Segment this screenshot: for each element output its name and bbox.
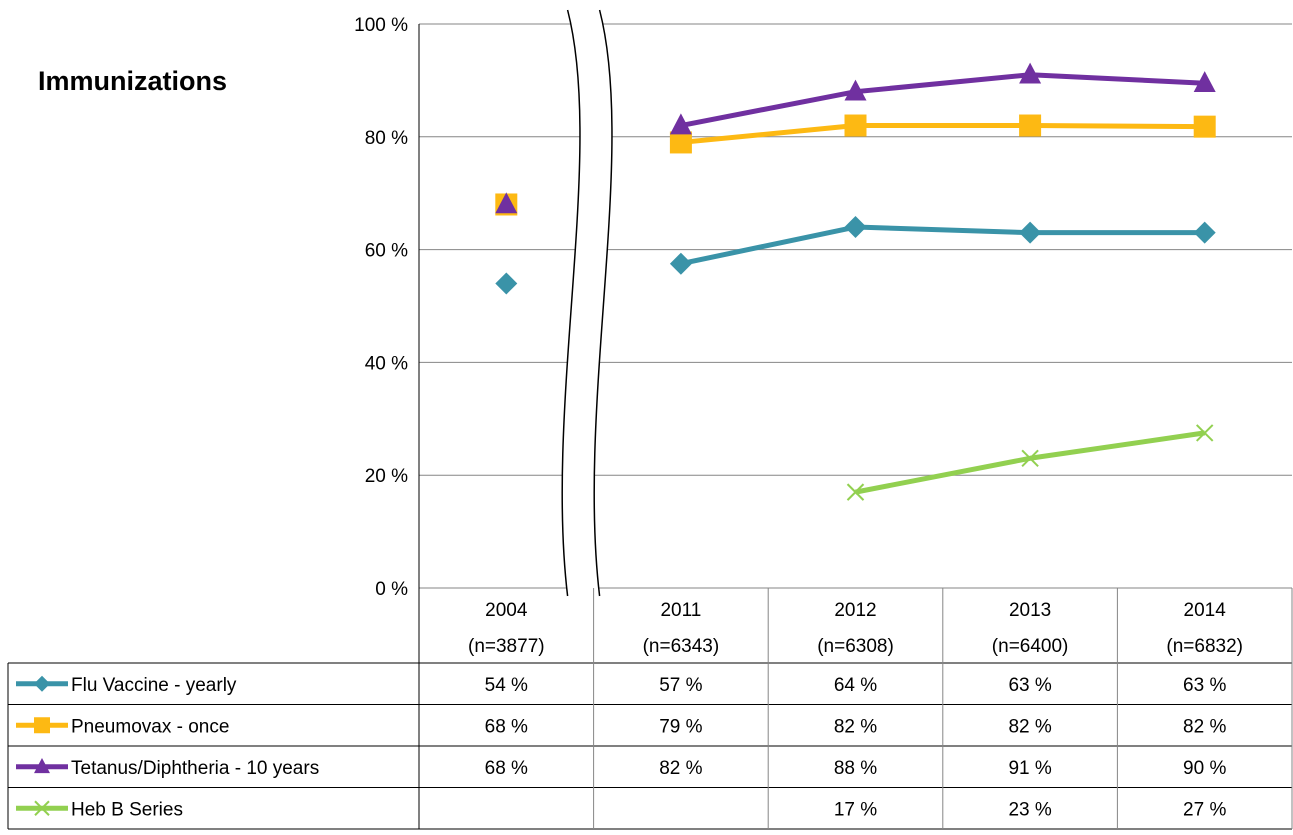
data-point — [1193, 221, 1216, 244]
grid-layer — [419, 23, 1292, 589]
table-row: Tetanus/Diphtheria - 10 years 68 % 82 % 88 … — [16, 758, 1226, 779]
data-point — [844, 114, 867, 137]
data-label: 88 % — [834, 758, 877, 779]
series-line — [855, 430, 1206, 495]
y-tick-label: 0 % — [375, 579, 408, 600]
x-marker-stroke — [846, 483, 865, 501]
series-1 — [495, 114, 1216, 216]
data-label: 82 % — [1008, 716, 1051, 737]
x-marker-stroke — [1021, 449, 1039, 467]
legend-label: Heb B Series — [71, 799, 183, 820]
data-point — [495, 192, 518, 214]
legend-label: Flu Vaccine - yearly — [71, 675, 237, 696]
data-label: 27 % — [1183, 799, 1226, 820]
legend-key-marker — [34, 800, 50, 816]
axis-break-gap — [562, 10, 612, 596]
data-label: 23 % — [1008, 799, 1051, 820]
table-row: Heb B Series 17 % 23 % 27 % — [16, 799, 1226, 820]
axis-break — [561, 9, 613, 597]
legend-label: Pneumovax - once — [71, 716, 229, 737]
data-point — [495, 272, 518, 295]
series-line — [680, 123, 1205, 145]
x-tick-n: (n=6308) — [817, 636, 894, 657]
legend-key-marker — [34, 757, 50, 774]
chart-title: Immunizations — [38, 66, 227, 96]
x-tick-n: (n=6400) — [992, 636, 1069, 657]
axis-layer: 0 % 20 % 40 % 60 % 80 % 100 % 2004 (n=3877) 2011… — [354, 15, 1243, 657]
x-tick-n: (n=6343) — [643, 636, 720, 657]
data-point — [846, 483, 865, 501]
data-label: 63 % — [1008, 675, 1051, 696]
data-label: 68 % — [485, 758, 528, 779]
series-line — [680, 72, 1205, 128]
data-label: 90 % — [1183, 758, 1226, 779]
x-tick-year: 2004 — [485, 600, 528, 621]
data-point — [1193, 115, 1216, 138]
data-label: 82 % — [659, 758, 702, 779]
data-label: 79 % — [659, 716, 702, 737]
data-table: Flu Vaccine - yearly 54 % 57 % 64 % 63 % 63 %… — [7, 24, 1293, 830]
data-label: 57 % — [659, 675, 702, 696]
data-label: 91 % — [1008, 758, 1051, 779]
axis-break-line — [561, 9, 581, 597]
data-point — [1019, 62, 1042, 84]
axis-break-line — [593, 9, 613, 597]
data-point — [669, 252, 692, 275]
data-point — [844, 216, 867, 239]
y-tick-label: 100 % — [354, 15, 408, 36]
table-row: Pneumovax - once 68 % 79 % 82 % 82 % 82 % — [16, 716, 1226, 737]
data-point — [669, 113, 692, 135]
series-3 — [846, 424, 1214, 501]
y-tick-label: 80 % — [365, 128, 408, 149]
y-tick-label: 60 % — [365, 241, 408, 262]
data-point — [1193, 71, 1216, 93]
x-tick-n: (n=3877) — [468, 636, 545, 657]
data-label: 82 % — [834, 716, 877, 737]
data-point — [1195, 424, 1214, 442]
legend-key-marker — [34, 675, 50, 692]
data-point — [844, 79, 867, 101]
series-2 — [495, 62, 1216, 214]
legend-label: Tetanus/Diphtheria - 10 years — [71, 758, 319, 779]
data-label: 64 % — [834, 675, 877, 696]
data-point — [1021, 449, 1039, 467]
series-layer — [495, 62, 1216, 501]
x-marker-stroke — [34, 800, 50, 816]
x-tick-year: 2011 — [660, 600, 701, 621]
data-label: 82 % — [1183, 716, 1226, 737]
x-tick-year: 2013 — [1009, 600, 1051, 621]
legend-key-marker — [34, 717, 50, 734]
series-line — [680, 224, 1205, 267]
x-marker-stroke — [1195, 424, 1214, 442]
x-tick-year: 2014 — [1184, 600, 1227, 621]
data-point — [1019, 221, 1042, 244]
y-tick-label: 20 % — [365, 466, 408, 487]
data-point — [669, 131, 692, 154]
y-tick-label: 40 % — [365, 353, 408, 374]
table-row: Flu Vaccine - yearly 54 % 57 % 64 % 63 % 63 % — [16, 675, 1226, 696]
data-label: 63 % — [1183, 675, 1226, 696]
x-tick-year: 2012 — [834, 600, 876, 621]
x-tick-n: (n=6832) — [1166, 636, 1243, 657]
data-point — [1019, 114, 1042, 137]
data-label: 68 % — [485, 716, 528, 737]
data-label: 17 % — [834, 799, 877, 820]
series-0 — [495, 216, 1216, 295]
data-label: 54 % — [485, 675, 528, 696]
